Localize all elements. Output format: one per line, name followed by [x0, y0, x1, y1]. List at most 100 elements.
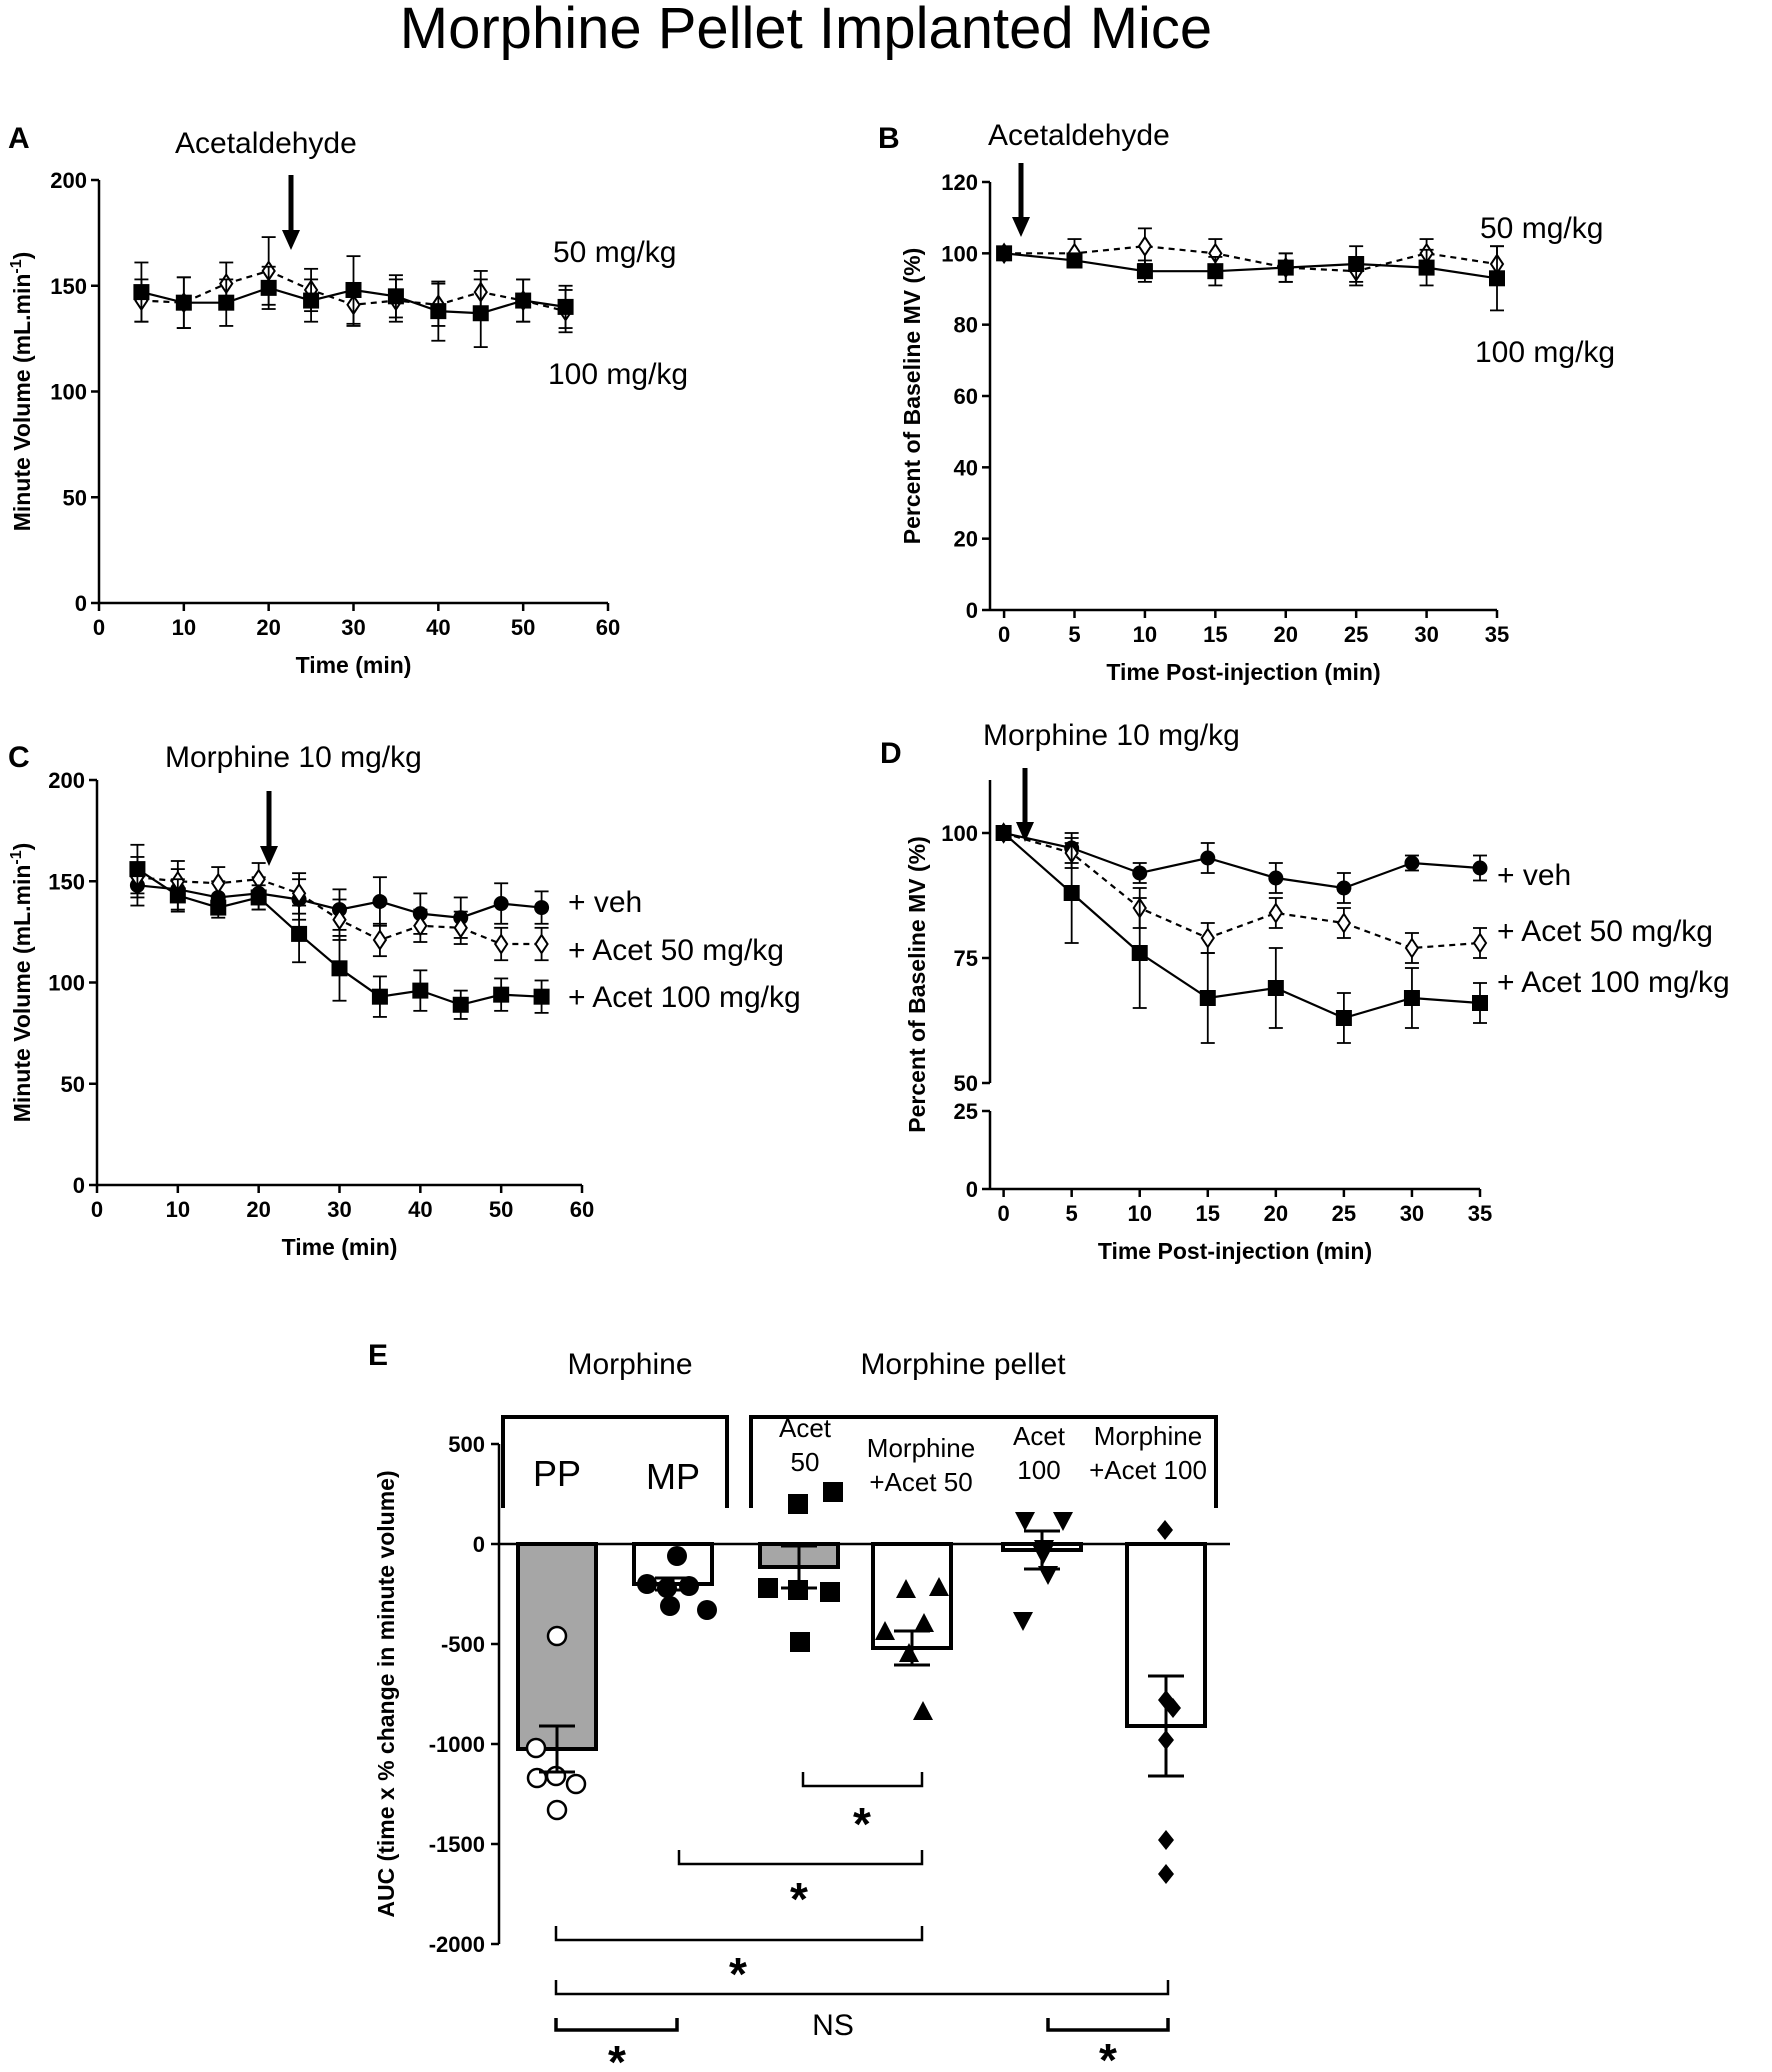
data-point: [1207, 263, 1224, 280]
data-point: [493, 933, 509, 955]
panel-label: A: [8, 122, 30, 155]
data-point: [995, 825, 1012, 841]
x-axis-label: Time (min): [296, 652, 412, 678]
significance-label: NS: [812, 2009, 854, 2042]
y-axis-label: Percent of Baseline MV (%): [904, 836, 930, 1133]
group-label: Morphine pellet: [860, 1348, 1066, 1381]
data-point: [896, 1579, 916, 1598]
category-label: 50: [791, 1447, 820, 1477]
category-label: Morphine: [867, 1433, 975, 1463]
x-tick-label: 5: [1068, 622, 1080, 647]
data-point: [1404, 855, 1420, 871]
x-tick-label: 0: [91, 1197, 103, 1222]
significance-label: *: [853, 1798, 871, 1850]
data-point: [875, 1621, 895, 1640]
data-point: [1277, 259, 1294, 276]
significance-bracket: [801, 1772, 924, 1788]
significance-label: *: [790, 1873, 808, 1925]
x-tick-label: 0: [998, 622, 1010, 647]
y-tick-label: 0: [75, 591, 87, 616]
significance-label: *: [729, 1948, 747, 2000]
group-bracket: [749, 1415, 1218, 1508]
category-label: Acet: [779, 1413, 832, 1443]
data-point: [534, 933, 549, 955]
data-point: [1034, 1540, 1054, 1559]
series-label: + Acet 100 mg/kg: [1497, 966, 1730, 999]
panel-label: D: [880, 737, 902, 770]
series-label: + veh: [568, 886, 642, 919]
significance-bracket: [554, 1980, 1170, 1996]
data-point: [345, 281, 362, 298]
data-point: [1268, 870, 1284, 886]
data-point: [697, 1600, 717, 1620]
annotation-label: Acetaldehyde: [988, 119, 1170, 152]
data-point: [533, 988, 550, 1005]
data-point: [1200, 850, 1216, 866]
y-tick-label: 100: [941, 241, 978, 266]
data-point: [1472, 860, 1488, 876]
x-tick-label: 30: [1400, 1201, 1424, 1226]
x-tick-label: 50: [511, 615, 535, 640]
category-label: 100: [1017, 1455, 1060, 1485]
x-tick-label: 0: [997, 1201, 1009, 1226]
y-tick-label: 0: [73, 1173, 85, 1198]
data-point: [1336, 912, 1352, 934]
data-point: [1013, 1612, 1033, 1631]
series--acet-100-mg-kg: + Acet 100 mg/kg: [995, 825, 1730, 1044]
y-axis-label: Minute Volume (mL.min-1): [8, 252, 35, 532]
y-tick-label: 0: [966, 598, 978, 623]
series-50-mg-kg: 50 mg/kg: [134, 236, 676, 334]
data-point: [210, 899, 227, 916]
x-axis-label: Time Post-injection (min): [1098, 1238, 1372, 1264]
y-tick-label: 25: [954, 1099, 978, 1124]
series--acet-100-mg-kg: + Acet 100 mg/kg: [129, 843, 801, 1020]
data-point: [1053, 1512, 1073, 1531]
data-point: [1131, 945, 1148, 961]
data-point: [1063, 885, 1080, 901]
data-point: [790, 1632, 810, 1652]
category-label: PP: [533, 1453, 581, 1494]
y-tick-label: 50: [63, 485, 87, 510]
category-label: +Acet 50: [869, 1467, 972, 1497]
data-point: [660, 1596, 680, 1616]
x-tick-label: 40: [426, 615, 450, 640]
panel-label: C: [8, 741, 30, 774]
data-point: [899, 1643, 919, 1662]
x-tick-label: 30: [341, 615, 365, 640]
data-point: [372, 894, 388, 909]
y-tick-label: 100: [941, 821, 978, 846]
arrow-icon: [282, 230, 300, 250]
significance-bracket: [554, 2018, 679, 2032]
data-point: [1268, 902, 1284, 924]
x-tick-label: 5: [1066, 1201, 1078, 1226]
data-point: [1472, 932, 1488, 954]
data-point: [1136, 263, 1153, 280]
data-point: [1267, 980, 1284, 996]
y-tick-label: 120: [941, 170, 978, 195]
data-point: [291, 882, 307, 905]
data-point: [1418, 259, 1435, 276]
data-point: [546, 1625, 568, 1647]
y-tick-label: 500: [448, 1432, 485, 1457]
x-tick-label: 15: [1203, 622, 1227, 647]
series-line: [1004, 245, 1498, 273]
data-point: [218, 294, 235, 311]
series-line: [1003, 831, 1481, 890]
y-tick-label: -500: [441, 1632, 485, 1657]
significance-bracket: [677, 1850, 924, 1866]
y-tick-label: 75: [954, 946, 978, 971]
x-tick-label: 30: [1414, 622, 1438, 647]
category-label: MP: [646, 1456, 700, 1497]
data-point: [758, 1578, 778, 1598]
x-tick-label: 40: [408, 1197, 432, 1222]
data-point: [472, 305, 489, 322]
series-line: [1003, 831, 1481, 950]
y-axis-label: AUC (time x % change in minute volume): [373, 1470, 399, 1917]
y-axis-label: Percent of Baseline MV (%): [899, 248, 925, 545]
x-axis-label: Time Post-injection (min): [1106, 659, 1380, 685]
y-tick-label: -1500: [429, 1832, 485, 1857]
panel-label: E: [368, 1339, 388, 1372]
x-tick-label: 0: [93, 615, 105, 640]
arrow-icon: [260, 846, 278, 866]
data-point: [331, 960, 348, 977]
